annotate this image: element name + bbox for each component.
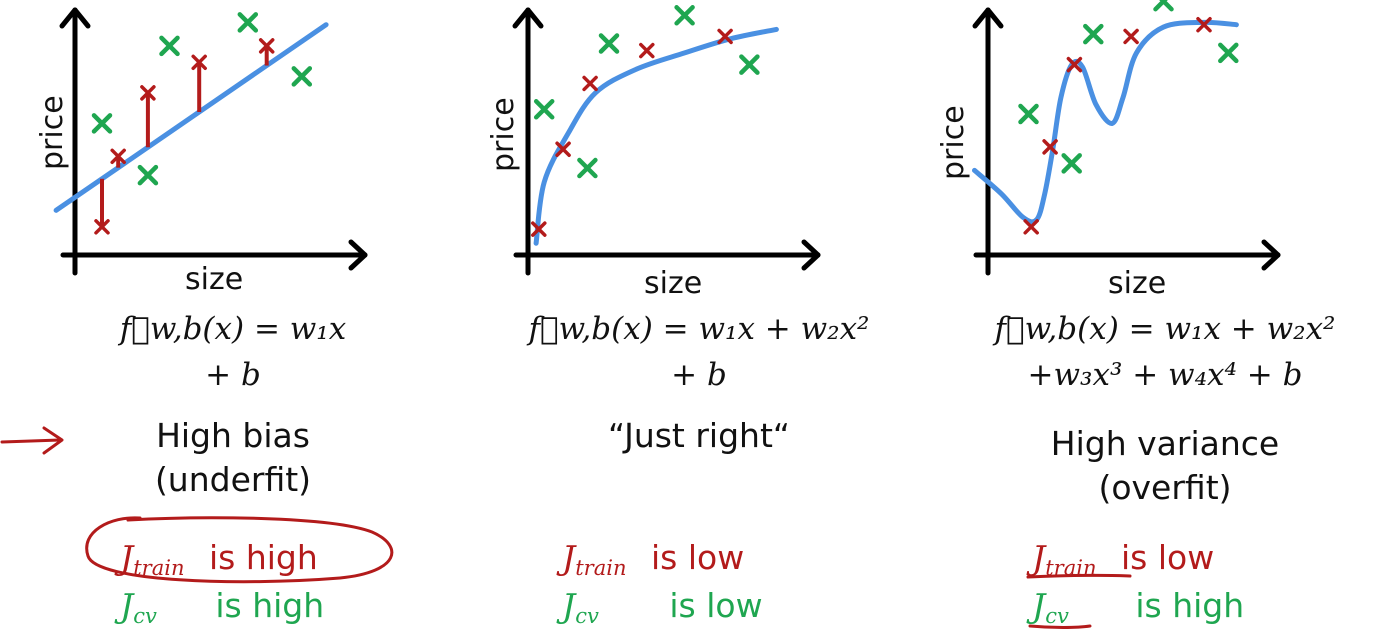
train-point	[582, 75, 598, 92]
verdict-line-1: High variance	[1050, 424, 1280, 463]
axes	[59, 7, 368, 276]
cv-error-row: Jcv is low	[562, 584, 763, 638]
y-axis-label: price	[936, 105, 971, 180]
cv-point	[577, 157, 598, 179]
panel-high-bias: price size f⃗w,b(x) = w₁x + b High bias …	[0, 0, 466, 635]
formula-line-2: +w₃x³ + w₄x⁴ + b	[1027, 357, 1303, 393]
train-error-row: Jtrain is low	[1032, 536, 1214, 590]
train-error-row: Jtrain is high	[120, 536, 318, 590]
fit-verdict: High variance (overfit)	[932, 422, 1398, 510]
y-axis-arrowhead	[512, 7, 544, 29]
cv-error-row: Jcv is high	[1032, 584, 1244, 638]
formula-line-1: f⃗w,b(x) = w₁x	[119, 311, 347, 347]
x-axis-label: size	[644, 266, 703, 301]
train-point	[531, 221, 547, 237]
formula-line-2: + b	[205, 357, 261, 393]
cv-error-symbol: Jcv	[562, 586, 599, 628]
cv-point	[291, 66, 313, 87]
y-axis-arrowhead	[59, 7, 91, 29]
train-point	[639, 42, 655, 59]
cv-point	[159, 35, 180, 57]
cv-error-symbol: Jcv	[120, 586, 157, 628]
train-error-row: Jtrain is low	[562, 536, 744, 590]
formula-line-1: f⃗w,b(x) = w₁x + w₂x²	[994, 311, 1336, 347]
train-error-symbol: Jtrain	[1032, 538, 1097, 580]
cv-point	[237, 12, 259, 33]
cv-point	[1083, 23, 1104, 45]
cv-error-symbol: Jcv	[1032, 586, 1069, 628]
cv-error-row: Jcv is high	[120, 584, 324, 638]
train-point	[717, 28, 733, 45]
cv-point	[598, 33, 620, 54]
model-formula: f⃗w,b(x) = w₁x + w₂x² + b	[466, 306, 932, 398]
fit-curve	[533, 26, 779, 246]
fit-verdict: High bias (underfit)	[0, 414, 466, 502]
train-error-symbol: Jtrain	[562, 538, 627, 580]
x-axis-arrowhead	[801, 239, 821, 271]
verdict-line-1: High bias	[156, 416, 310, 455]
cv-point	[1153, 0, 1174, 12]
axes	[972, 7, 1281, 276]
cv-point	[1218, 42, 1239, 64]
cv-error-text: is low	[669, 586, 763, 625]
x-axis-arrowhead	[348, 239, 368, 271]
train-point	[191, 54, 207, 71]
cv-point	[137, 164, 159, 186]
y-axis-label: price	[486, 97, 521, 172]
train-point	[110, 148, 126, 165]
model-formula: f⃗w,b(x) = w₁x + w₂x² +w₃x³ + w₄x⁴ + b	[932, 306, 1398, 398]
cv-point	[91, 113, 113, 134]
pointer-arrow-annotation	[0, 426, 64, 455]
y-axis-label: price	[35, 95, 70, 170]
cv-point	[533, 99, 555, 120]
axes	[512, 7, 821, 276]
cv-point	[674, 5, 695, 26]
panel-high-variance: price size f⃗w,b(x) = w₁x + w₂x² +w₃x³ +…	[932, 0, 1398, 635]
train-point	[1196, 16, 1212, 33]
train-point	[555, 141, 571, 157]
fit-verdict: “Just right“	[466, 414, 932, 458]
plot-area	[512, 5, 821, 276]
train-point	[1042, 139, 1058, 155]
train-error-symbol: Jtrain	[120, 538, 185, 580]
x-axis-arrowhead	[1261, 239, 1281, 271]
plot-area	[53, 7, 368, 276]
panel-just-right: price size f⃗w,b(x) = w₁x + w₂x² + b “Ju…	[466, 0, 932, 635]
cv-point	[1018, 103, 1039, 125]
train-point	[140, 85, 156, 101]
train-error-text: is high	[208, 538, 318, 577]
cv-point	[1061, 153, 1082, 174]
train-point	[1023, 219, 1039, 235]
formula-line-1: f⃗w,b(x) = w₁x + w₂x²	[528, 311, 870, 347]
train-point	[258, 38, 275, 54]
x-axis-label: size	[185, 262, 244, 297]
train-error-text: is low	[650, 538, 745, 577]
model-formula: f⃗w,b(x) = w₁x + b	[0, 306, 466, 398]
verdict-line-2: (overfit)	[1098, 468, 1232, 507]
train-error-text: is low	[1120, 538, 1215, 577]
train-point	[1066, 56, 1083, 73]
cv-error-text: is high	[1135, 586, 1245, 625]
formula-line-2: + b	[671, 357, 727, 393]
train-point	[1123, 28, 1139, 45]
verdict-line-1: “Just right“	[608, 416, 790, 455]
cv-point	[739, 54, 760, 75]
fit-curve	[972, 19, 1239, 225]
verdict-line-2: (underfit)	[154, 460, 312, 499]
train-point	[94, 219, 110, 235]
plot-area	[972, 0, 1281, 276]
y-axis-arrowhead	[972, 7, 1004, 29]
cv-error-text: is high	[215, 586, 325, 625]
x-axis-label: size	[1108, 266, 1167, 301]
